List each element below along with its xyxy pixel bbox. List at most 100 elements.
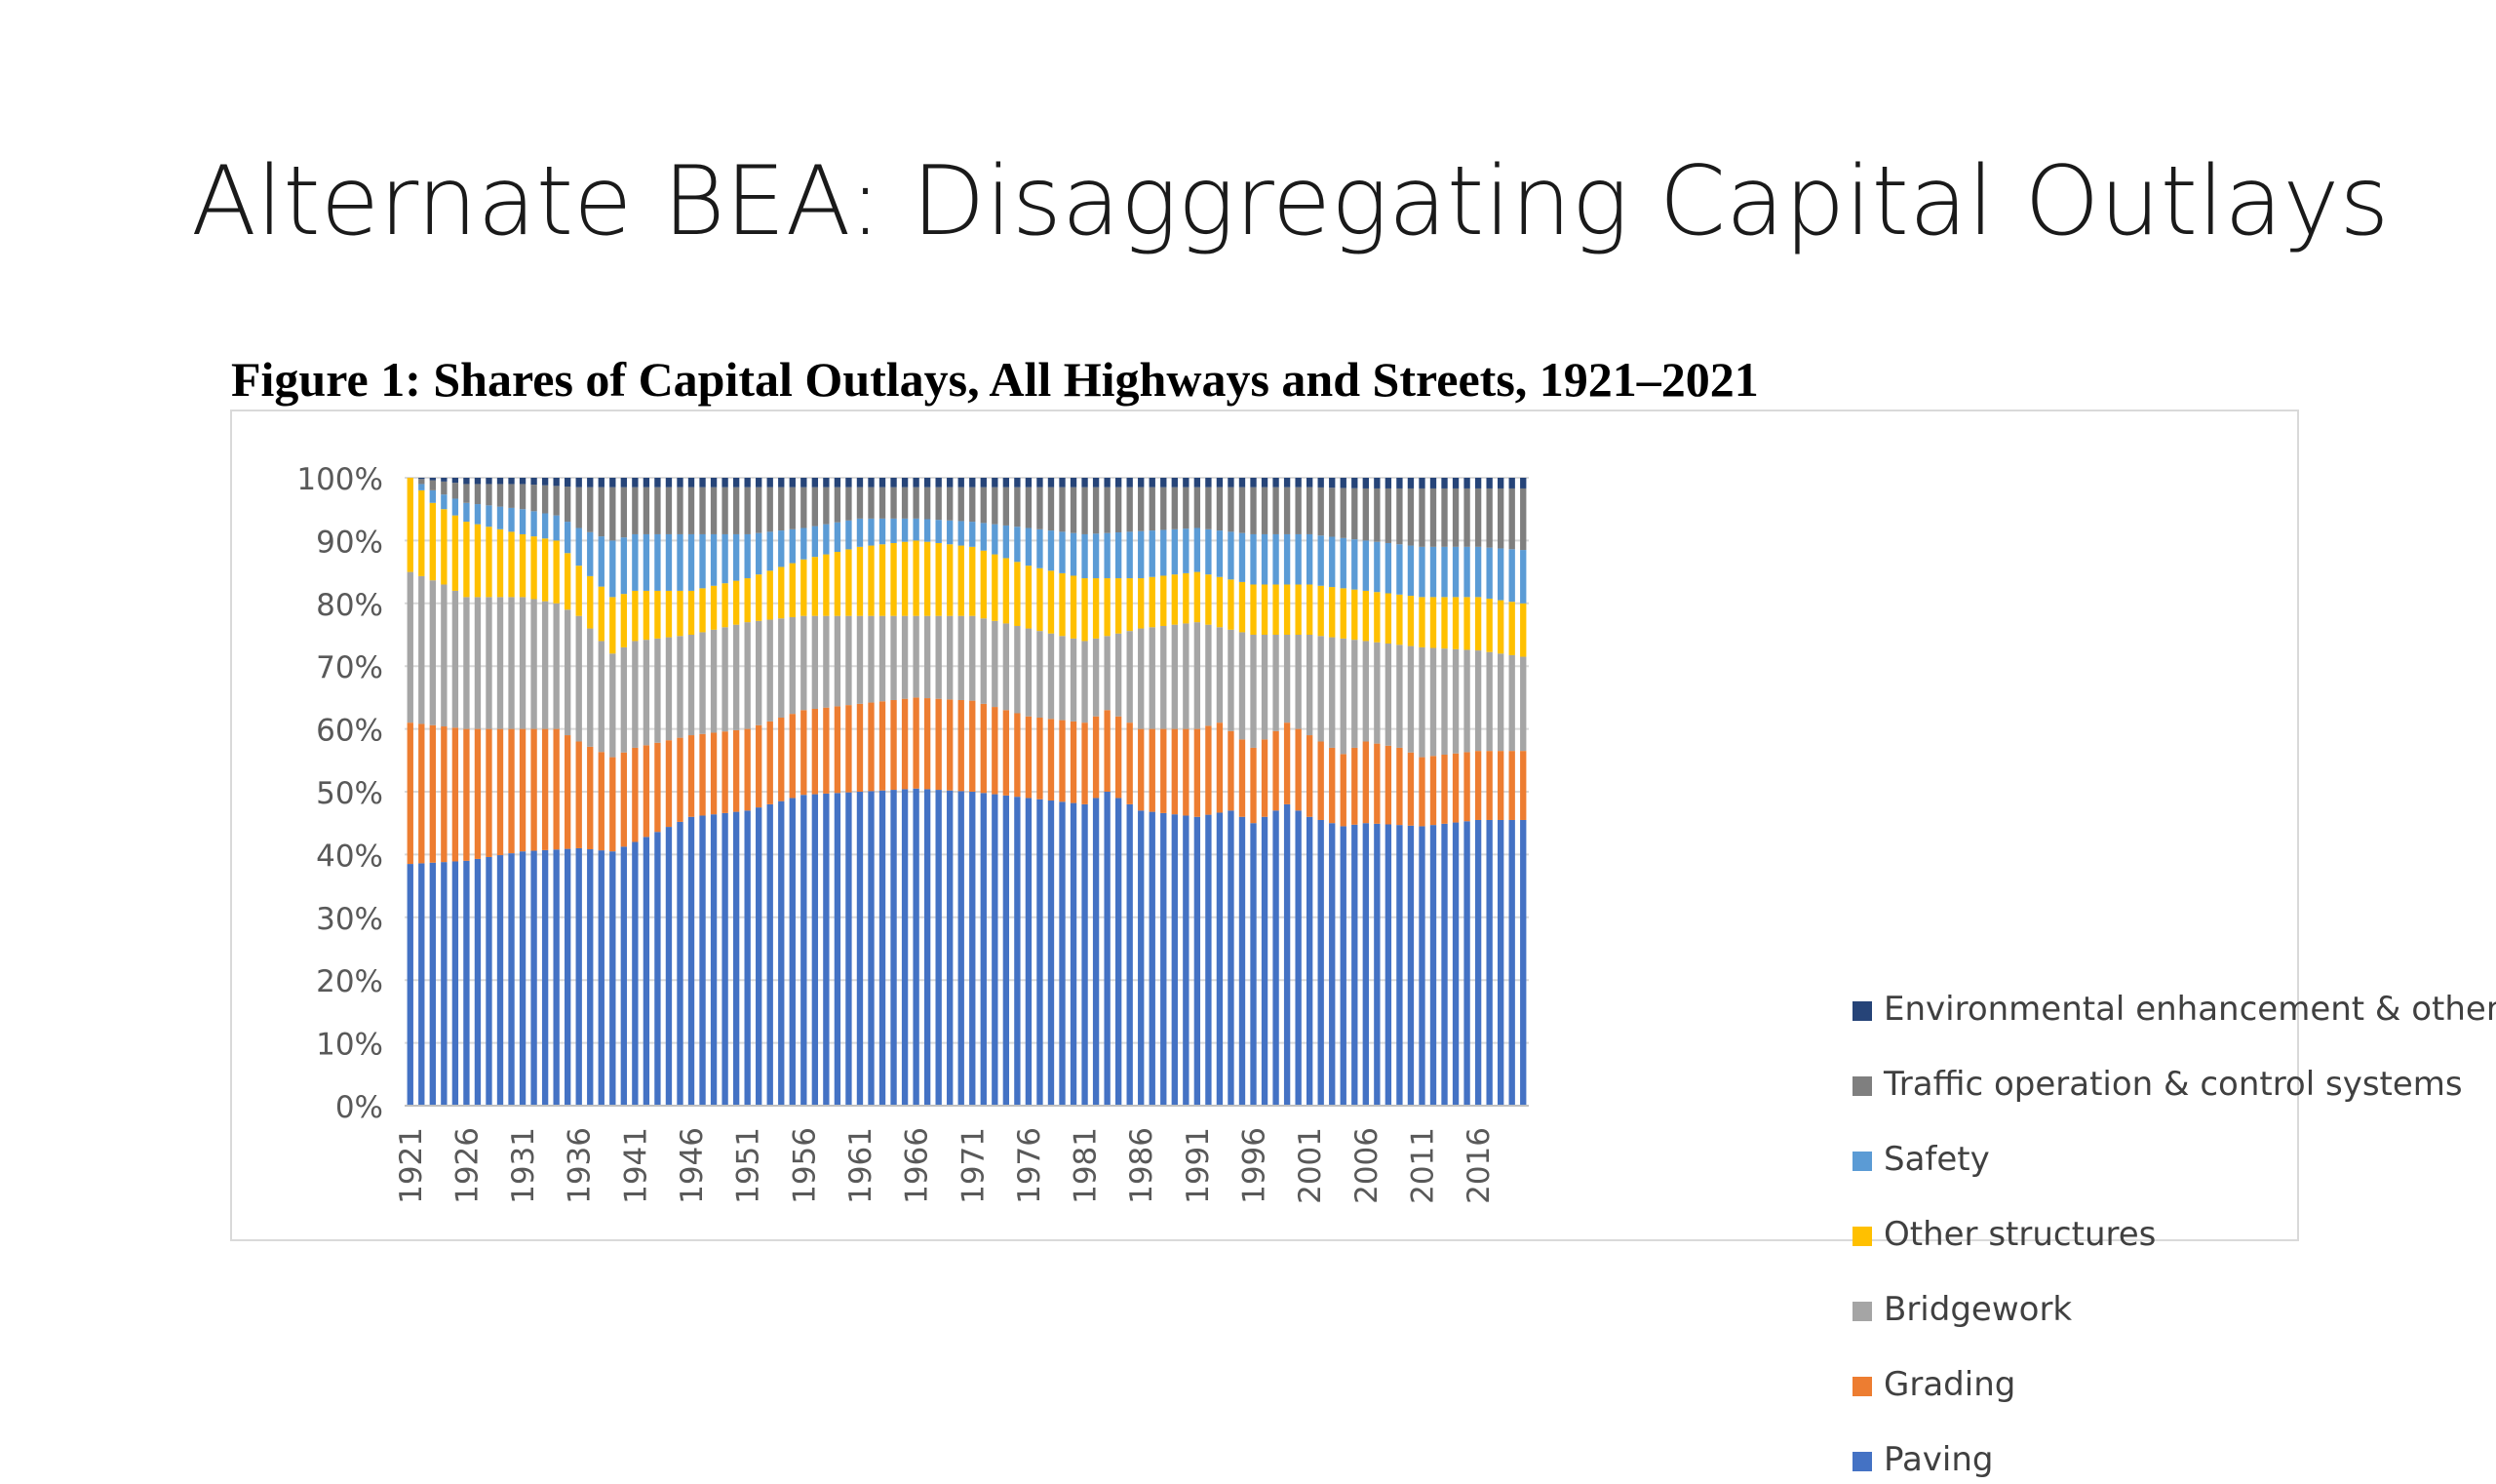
bar-segment-other-structures [441, 509, 448, 585]
bar-segment-bridgework [575, 615, 582, 742]
bar-segment-grading [1351, 747, 1358, 825]
bar-segment-paving [710, 814, 718, 1106]
bar-segment-traffic-operation-control-systems [1047, 487, 1055, 531]
bar-segment-bridgework [1171, 624, 1178, 729]
bar-segment-safety [1059, 531, 1066, 573]
bar-segment-other-structures [890, 542, 897, 616]
bar-segment-paving [1486, 819, 1493, 1106]
bar-segment-traffic-operation-control-systems [665, 487, 673, 534]
bar-segment-environmental-enhancement-other [856, 478, 864, 488]
bar-segment-safety [868, 518, 875, 546]
bar-segment-safety [441, 494, 448, 510]
bar-segment-grading [486, 728, 492, 857]
bar-segment-bridgework [1002, 623, 1010, 711]
bar-segment-environmental-enhancement-other [1283, 478, 1291, 488]
bar-segment-environmental-enhancement-other [1508, 478, 1515, 488]
figure-title: Figure 1: Shares of Capital Outlays, All… [231, 352, 1759, 407]
bar-segment-grading [1002, 710, 1010, 796]
bar-segment-bridgework [654, 638, 661, 743]
bar-segment-environmental-enhancement-other [1396, 478, 1403, 488]
bar-segment-other-structures [486, 527, 492, 598]
bar-segment-paving [407, 864, 413, 1106]
bar-segment-bridgework [1329, 637, 1336, 748]
x-tick-label: 1971 [956, 1127, 991, 1204]
bar-segment-environmental-enhancement-other [1160, 478, 1167, 488]
bar-segment-environmental-enhancement-other [643, 478, 650, 488]
bar-segment-bridgework [486, 597, 492, 729]
bar-segment-paving [878, 790, 886, 1106]
bar-segment-paving [451, 861, 459, 1106]
x-tick-label: 1931 [506, 1127, 541, 1204]
bar-segment-other-structures [1104, 578, 1111, 637]
bar-segment-grading [1306, 735, 1313, 817]
bar-segment-traffic-operation-control-systems [441, 481, 448, 495]
bar-segment-traffic-operation-control-systems [1396, 488, 1403, 545]
bar-segment-safety [1126, 531, 1133, 579]
bar-segment-grading [1419, 757, 1425, 827]
bar-segment-paving [1059, 801, 1066, 1106]
bar-segment-grading [1160, 728, 1167, 813]
bar-segment-environmental-enhancement-other [598, 478, 604, 488]
bar-segment-other-structures [778, 566, 785, 619]
bar-segment-environmental-enhancement-other [1351, 478, 1358, 488]
y-tick-label: 100% [296, 462, 383, 497]
bar-segment-environmental-enhancement-other [834, 478, 841, 488]
bar-segment-other-structures [407, 478, 413, 572]
bar-segment-paving [1407, 825, 1415, 1106]
bar-segment-traffic-operation-control-systems [923, 487, 931, 520]
bar-segment-other-structures [1306, 584, 1313, 635]
bar-segment-grading [1171, 728, 1178, 815]
x-tick-label: 1976 [1012, 1127, 1047, 1204]
bar-segment-paving [1238, 816, 1246, 1106]
bar-segment-environmental-enhancement-other [1002, 478, 1010, 488]
bar-segment-other-structures [553, 540, 560, 604]
y-tick-label: 40% [316, 839, 383, 874]
bar-segment-paving [609, 851, 616, 1106]
bar-segment-traffic-operation-control-systems [699, 487, 706, 534]
bar-segment-grading [1261, 739, 1268, 817]
bar-segment-paving [463, 860, 470, 1106]
bar-segment-traffic-operation-control-systems [1306, 487, 1313, 534]
bar-segment-other-structures [1429, 597, 1437, 648]
bar-segment-environmental-enhancement-other [811, 478, 819, 488]
bar-segment-other-structures [1419, 597, 1425, 647]
bar-segment-other-structures [823, 554, 830, 616]
bar-segment-paving [1138, 810, 1145, 1106]
bar-segment-grading [992, 707, 998, 795]
bar-segment-paving [890, 790, 897, 1106]
bar-segment-safety [1205, 528, 1212, 575]
bar-segment-environmental-enhancement-other [654, 478, 661, 488]
bar-segment-traffic-operation-control-systems [1374, 488, 1381, 542]
bar-segment-paving [856, 792, 864, 1106]
bar-segment-grading [553, 728, 560, 850]
bar-segment-safety [1272, 533, 1279, 585]
bar-segment-paving [901, 789, 909, 1106]
bar-segment-environmental-enhancement-other [935, 478, 942, 488]
bar-segment-bridgework [980, 618, 987, 704]
x-tick-label: 1936 [563, 1127, 598, 1204]
bar-segment-traffic-operation-control-systems [418, 479, 425, 485]
bar-segment-safety [789, 528, 796, 564]
bar-segment-safety [474, 504, 482, 525]
y-tick-label: 80% [316, 588, 383, 623]
bar-segment-grading [1486, 751, 1493, 820]
bar-segment-grading [632, 747, 639, 842]
bar-segment-bridgework [1520, 656, 1527, 752]
bar-segment-bridgework [1036, 631, 1043, 719]
bar-segment-traffic-operation-control-systems [1025, 487, 1033, 528]
bar-segment-bridgework [1261, 635, 1268, 740]
bar-segment-other-structures [935, 542, 942, 616]
bar-segment-traffic-operation-control-systems [969, 487, 976, 523]
bar-segment-other-structures [620, 594, 628, 647]
bar-segment-grading [1340, 754, 1346, 827]
bar-segment-bridgework [407, 571, 413, 723]
bar-segment-safety [845, 520, 852, 550]
bar-segment-traffic-operation-control-systems [486, 484, 492, 506]
bar-segment-other-structures [496, 528, 504, 598]
bar-segment-environmental-enhancement-other [1419, 478, 1425, 488]
bar-segment-environmental-enhancement-other [766, 478, 773, 488]
bar-segment-bridgework [463, 597, 470, 729]
bar-segment-bridgework [541, 601, 549, 729]
bar-segment-other-structures [1036, 567, 1043, 632]
bar-segment-grading [451, 727, 459, 862]
